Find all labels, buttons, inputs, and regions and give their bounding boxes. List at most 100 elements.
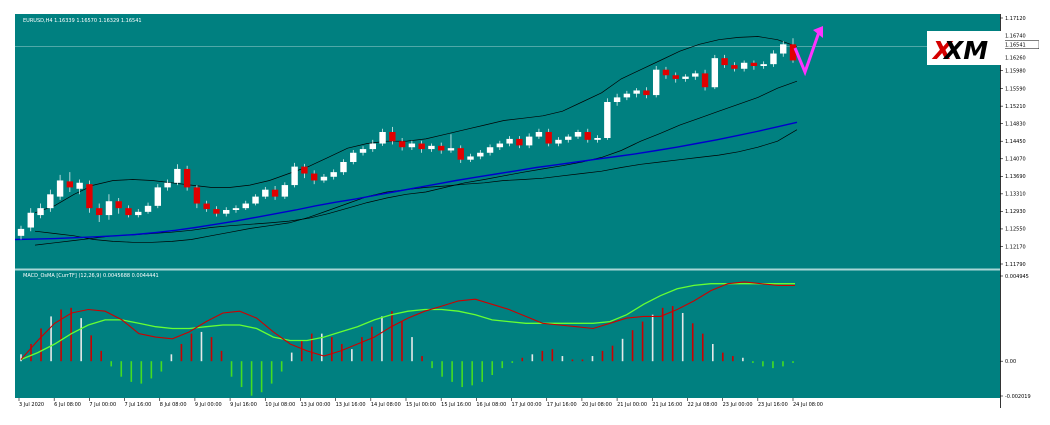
time-tick-label: 23 Jul 16:00 bbox=[758, 402, 788, 408]
time-tick-label: 7 Jul 00:00 bbox=[89, 402, 116, 408]
candle-body bbox=[223, 210, 230, 214]
candle-body bbox=[496, 143, 504, 148]
time-axis-panel bbox=[15, 398, 1000, 408]
candle-body bbox=[125, 208, 132, 216]
band-upper bbox=[34, 36, 798, 214]
arrow-path bbox=[793, 31, 821, 77]
macd-lines bbox=[20, 281, 795, 361]
time-tick-label: 9 Jul 00:00 bbox=[195, 402, 222, 408]
time-tick-label: 7 Jul 16:00 bbox=[125, 402, 152, 408]
candle-body bbox=[770, 53, 777, 65]
macd-pane: MACD_OsMA [CurrTF] (12,26,9) 0.0045688 0… bbox=[23, 273, 159, 279]
macd-axis: 0.004945 0.00 -0.002019 bbox=[1000, 274, 1031, 400]
time-tick-label: 6 Jul 08:00 bbox=[54, 402, 81, 408]
candle-body bbox=[711, 58, 719, 88]
candle-body bbox=[232, 208, 240, 210]
signal-line bbox=[20, 283, 795, 361]
candle-body bbox=[350, 152, 357, 162]
candle-body bbox=[389, 132, 396, 142]
candle-body bbox=[780, 44, 787, 54]
candle-body bbox=[447, 148, 455, 151]
candle-body bbox=[154, 187, 162, 206]
candles bbox=[17, 38, 797, 240]
macd-tick-label: -0.002019 bbox=[1005, 394, 1031, 400]
candle-body bbox=[37, 208, 44, 216]
candle-body bbox=[574, 132, 582, 137]
candle-body bbox=[486, 147, 494, 153]
candle-body bbox=[750, 62, 758, 66]
candle-body bbox=[76, 182, 83, 189]
candle-body bbox=[47, 194, 54, 209]
price-tick-label: 1.12170 bbox=[1005, 244, 1026, 250]
candle-body bbox=[281, 185, 289, 197]
chart-svg[interactable]: EURUSD,H4 1.16339 1.16570 1.16329 1.1654… bbox=[14, 14, 1040, 408]
candle-body bbox=[213, 209, 220, 214]
candle-body bbox=[565, 136, 572, 140]
ma-line bbox=[14, 121, 798, 241]
candle-body bbox=[174, 168, 181, 183]
candle-body bbox=[731, 65, 738, 69]
macd-tick-label: 0.004945 bbox=[1005, 274, 1029, 280]
macd-header: MACD_OsMA [CurrTF] (12,26,9) 0.0045688 0… bbox=[23, 273, 159, 279]
time-tick-label: 17 Jul 00:00 bbox=[512, 402, 542, 408]
price-tick-label: 1.16541 bbox=[1005, 43, 1026, 49]
logo-mark: X bbox=[931, 36, 954, 65]
candle-body bbox=[242, 203, 249, 209]
candle-body bbox=[408, 143, 416, 148]
candle-body bbox=[438, 145, 445, 151]
candle-body bbox=[594, 138, 601, 140]
time-tick-label: 17 Jul 16:00 bbox=[547, 402, 577, 408]
chart-area[interactable]: EURUSD,H4 1.16339 1.16570 1.16329 1.1654… bbox=[14, 14, 1040, 408]
candle-body bbox=[27, 212, 34, 228]
candle-body bbox=[789, 44, 797, 61]
price-tick-label: 1.14450 bbox=[1005, 139, 1026, 145]
time-tick-label: 14 Jul 08:00 bbox=[371, 402, 401, 408]
candle-body bbox=[115, 201, 122, 209]
candle-body bbox=[56, 180, 64, 197]
candle-body bbox=[604, 102, 611, 138]
candle-body bbox=[379, 132, 386, 144]
candle-body bbox=[320, 176, 328, 181]
time-tick-label: 21 Jul 16:00 bbox=[652, 402, 682, 408]
price-tick-label: 1.12930 bbox=[1005, 209, 1026, 215]
candle-body bbox=[672, 75, 679, 79]
candle-body bbox=[662, 69, 670, 76]
moving-average bbox=[14, 121, 798, 241]
price-tick-label: 1.14070 bbox=[1005, 157, 1026, 163]
candle-body bbox=[721, 58, 728, 66]
macd-line bbox=[20, 281, 795, 360]
candle-body bbox=[643, 90, 650, 96]
candle-body bbox=[457, 148, 464, 160]
time-tick-label: 13 Jul 00:00 bbox=[300, 402, 330, 408]
time-tick-label: 20 Jul 08:00 bbox=[582, 402, 612, 408]
time-tick-label: 9 Jul 16:00 bbox=[230, 402, 257, 408]
price-pane: EURUSD,H4 1.16339 1.16570 1.16329 1.1654… bbox=[15, 18, 1000, 47]
price-tick-label: 1.13690 bbox=[1005, 174, 1026, 180]
candle-body bbox=[203, 203, 210, 210]
candle-body bbox=[584, 132, 591, 140]
time-tick-label: 15 Jul 00:00 bbox=[406, 402, 436, 408]
candle-body bbox=[330, 172, 337, 177]
macd-tick-label: 0.00 bbox=[1005, 359, 1016, 365]
candle-body bbox=[525, 136, 533, 146]
price-tick-label: 1.16260 bbox=[1005, 55, 1026, 61]
candle-body bbox=[692, 73, 699, 77]
price-tick-label: 1.14830 bbox=[1005, 121, 1026, 127]
candle-body bbox=[105, 201, 113, 216]
time-tick-label: 22 Jul 08:00 bbox=[687, 402, 717, 408]
bollinger-bands bbox=[34, 36, 798, 246]
candle-body bbox=[340, 162, 347, 173]
candle-body bbox=[613, 97, 621, 102]
candle-body bbox=[193, 187, 201, 204]
candle-body bbox=[301, 166, 308, 174]
candle-body bbox=[252, 196, 259, 204]
candle-body bbox=[95, 208, 103, 216]
logo-text: XM bbox=[942, 36, 988, 65]
xm-logo: X XM bbox=[927, 31, 1005, 65]
candle-body bbox=[535, 132, 543, 137]
candle-body bbox=[86, 184, 93, 209]
time-tick-label: 10 Jul 08:00 bbox=[265, 402, 295, 408]
logo-box bbox=[927, 31, 1005, 65]
candle-body bbox=[467, 156, 474, 160]
candle-body bbox=[271, 189, 279, 197]
